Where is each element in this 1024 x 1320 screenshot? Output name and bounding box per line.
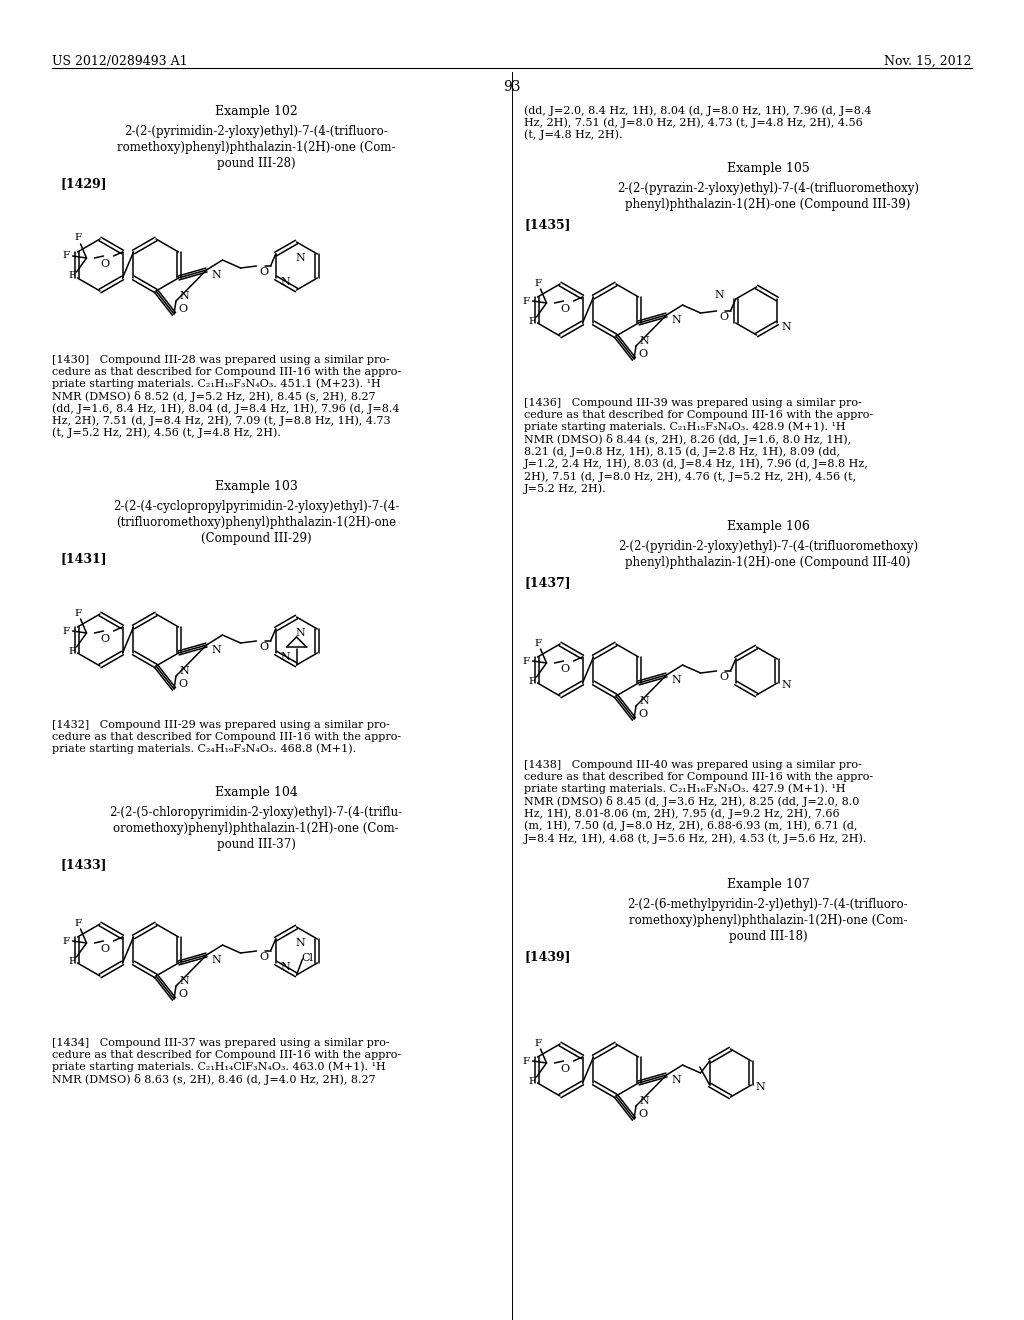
Text: 2-(2-(pyrimidin-2-yloxy)ethyl)-7-(4-(trifluoro-: 2-(2-(pyrimidin-2-yloxy)ethyl)-7-(4-(tri…	[124, 125, 388, 139]
Text: F: F	[535, 639, 542, 648]
Text: Example 103: Example 103	[215, 480, 297, 492]
Text: F: F	[75, 919, 82, 928]
Text: 93: 93	[503, 81, 521, 94]
Text: [1438]   Compound III-40 was prepared using a similar pro-
cedure as that descri: [1438] Compound III-40 was prepared usin…	[524, 760, 873, 843]
Text: F: F	[69, 647, 76, 656]
Text: pound III-37): pound III-37)	[216, 838, 296, 851]
Text: F: F	[62, 627, 70, 635]
Text: [1439]: [1439]	[524, 950, 570, 964]
Text: N: N	[781, 680, 792, 690]
Text: [1436]   Compound III-39 was prepared using a similar pro-
cedure as that descri: [1436] Compound III-39 was prepared usin…	[524, 399, 873, 494]
Text: N: N	[639, 696, 649, 706]
Text: O: O	[638, 348, 647, 359]
Text: oromethoxy)phenyl)phthalazin-1(2H)-one (Com-: oromethoxy)phenyl)phthalazin-1(2H)-one (…	[114, 822, 398, 836]
Text: O: O	[259, 267, 268, 277]
Text: N: N	[672, 1074, 681, 1085]
Text: N: N	[672, 675, 681, 685]
Text: phenyl)phthalazin-1(2H)-one (Compound III-39): phenyl)phthalazin-1(2H)-one (Compound II…	[626, 198, 910, 211]
Text: Example 104: Example 104	[215, 785, 297, 799]
Text: O: O	[178, 989, 187, 999]
Text: phenyl)phthalazin-1(2H)-one (Compound III-40): phenyl)phthalazin-1(2H)-one (Compound II…	[626, 556, 910, 569]
Text: F: F	[529, 1077, 537, 1085]
Text: F: F	[523, 1056, 530, 1065]
Text: N: N	[212, 271, 221, 280]
Text: pound III-28): pound III-28)	[217, 157, 295, 170]
Text: N: N	[179, 667, 188, 676]
Text: N: N	[296, 628, 305, 638]
Text: [1431]: [1431]	[60, 552, 106, 565]
Text: [1432]   Compound III-29 was prepared using a similar pro-
cedure as that descri: [1432] Compound III-29 was prepared usin…	[52, 719, 401, 754]
Text: F: F	[69, 957, 76, 965]
Text: F: F	[529, 676, 537, 685]
Text: [1430]   Compound III-28 was prepared using a similar pro-
cedure as that descri: [1430] Compound III-28 was prepared usin…	[52, 355, 401, 438]
Text: O: O	[100, 634, 110, 644]
Text: Cl: Cl	[301, 953, 313, 964]
Text: Example 105: Example 105	[727, 162, 809, 176]
Text: 2-(2-(6-methylpyridin-2-yl)ethyl)-7-(4-(trifluoro-: 2-(2-(6-methylpyridin-2-yl)ethyl)-7-(4-(…	[628, 898, 908, 911]
Text: [1434]   Compound III-37 was prepared using a similar pro-
cedure as that descri: [1434] Compound III-37 was prepared usin…	[52, 1038, 401, 1085]
Text: pound III-18): pound III-18)	[729, 931, 807, 942]
Text: N: N	[281, 277, 291, 286]
Text: O: O	[178, 304, 187, 314]
Text: F: F	[523, 656, 530, 665]
Text: O: O	[720, 672, 729, 682]
Text: N: N	[672, 315, 681, 325]
Text: N: N	[212, 954, 221, 965]
Text: [1433]: [1433]	[60, 858, 106, 871]
Text: N: N	[781, 322, 792, 333]
Text: (Compound III-29): (Compound III-29)	[201, 532, 311, 545]
Text: F: F	[529, 317, 537, 326]
Text: O: O	[178, 678, 187, 689]
Text: Example 107: Example 107	[727, 878, 809, 891]
Text: F: F	[75, 609, 82, 618]
Text: [1437]: [1437]	[524, 576, 570, 589]
Text: N: N	[756, 1082, 765, 1092]
Text: 2-(2-(5-chloropyrimidin-2-yloxy)ethyl)-7-(4-(triflu-: 2-(2-(5-chloropyrimidin-2-yloxy)ethyl)-7…	[110, 807, 402, 818]
Text: US 2012/0289493 A1: US 2012/0289493 A1	[52, 55, 187, 69]
Text: O: O	[720, 312, 729, 322]
Text: N: N	[179, 290, 188, 301]
Text: F: F	[523, 297, 530, 305]
Text: F: F	[69, 272, 76, 281]
Text: F: F	[75, 234, 82, 243]
Text: O: O	[259, 952, 268, 962]
Text: O: O	[100, 944, 110, 954]
Text: F: F	[535, 279, 542, 288]
Text: F: F	[535, 1039, 542, 1048]
Text: O: O	[638, 1109, 647, 1119]
Text: O: O	[560, 304, 569, 314]
Text: O: O	[638, 709, 647, 719]
Text: O: O	[560, 664, 569, 675]
Text: O: O	[100, 259, 110, 269]
Text: Example 106: Example 106	[727, 520, 809, 533]
Text: N: N	[639, 337, 649, 346]
Text: N: N	[281, 652, 291, 663]
Text: O: O	[259, 642, 268, 652]
Text: 2-(2-(4-cyclopropylpyrimidin-2-yloxy)ethyl)-7-(4-: 2-(2-(4-cyclopropylpyrimidin-2-yloxy)eth…	[113, 500, 399, 513]
Text: N: N	[714, 290, 724, 300]
Text: N: N	[296, 253, 305, 263]
Text: N: N	[296, 939, 305, 948]
Text: F: F	[62, 936, 70, 945]
Text: N: N	[281, 962, 291, 972]
Text: F: F	[62, 252, 70, 260]
Text: [1429]: [1429]	[60, 177, 106, 190]
Text: N: N	[212, 645, 221, 655]
Text: 2-(2-(pyridin-2-yloxy)ethyl)-7-(4-(trifluoromethoxy): 2-(2-(pyridin-2-yloxy)ethyl)-7-(4-(trifl…	[617, 540, 919, 553]
Text: N: N	[179, 975, 188, 986]
Text: (trifluoromethoxy)phenyl)phthalazin-1(2H)-one: (trifluoromethoxy)phenyl)phthalazin-1(2H…	[116, 516, 396, 529]
Text: (dd, J=2.0, 8.4 Hz, 1H), 8.04 (d, J=8.0 Hz, 1H), 7.96 (d, J=8.4
Hz, 2H), 7.51 (d: (dd, J=2.0, 8.4 Hz, 1H), 8.04 (d, J=8.0 …	[524, 106, 871, 140]
Text: Nov. 15, 2012: Nov. 15, 2012	[885, 55, 972, 69]
Text: N: N	[639, 1096, 649, 1106]
Text: romethoxy)phenyl)phthalazin-1(2H)-one (Com-: romethoxy)phenyl)phthalazin-1(2H)-one (C…	[629, 913, 907, 927]
Text: O: O	[560, 1064, 569, 1074]
Text: romethoxy)phenyl)phthalazin-1(2H)-one (Com-: romethoxy)phenyl)phthalazin-1(2H)-one (C…	[117, 141, 395, 154]
Text: 2-(2-(pyrazin-2-yloxy)ethyl)-7-(4-(trifluoromethoxy): 2-(2-(pyrazin-2-yloxy)ethyl)-7-(4-(trifl…	[617, 182, 919, 195]
Text: Example 102: Example 102	[215, 106, 297, 117]
Text: [1435]: [1435]	[524, 218, 570, 231]
